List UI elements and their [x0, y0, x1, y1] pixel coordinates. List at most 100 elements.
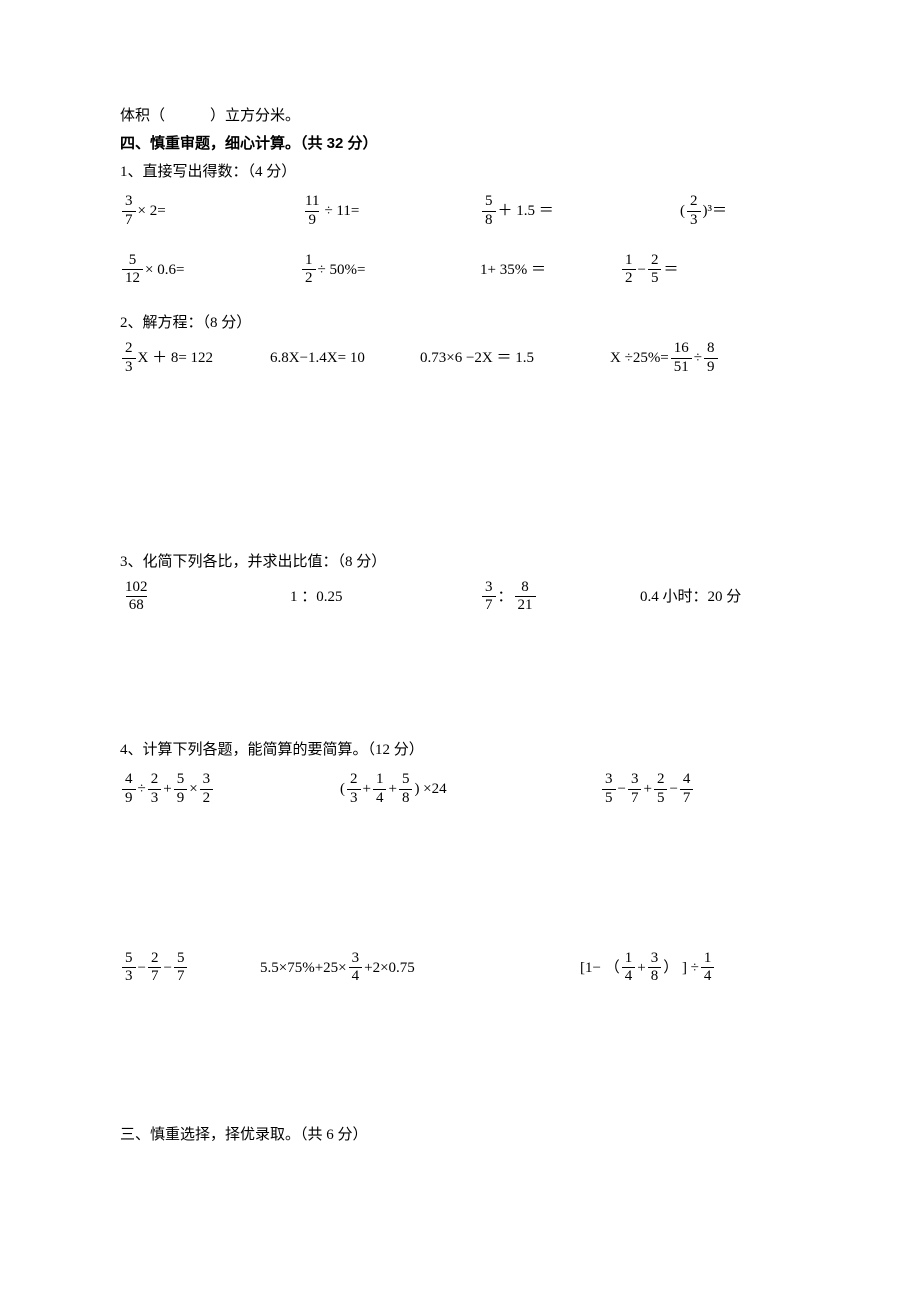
frac: 14 [622, 951, 636, 986]
text: [1− （ [580, 956, 620, 980]
q3-title: 3、化简下列各比，并求出比值：（8 分） [120, 550, 800, 574]
gap [120, 624, 800, 734]
mid: − [638, 258, 646, 282]
frac: 38 [648, 951, 662, 986]
q1-r1-c1: 37 × 2= [120, 194, 300, 229]
text: − [138, 956, 146, 980]
text: ( [340, 777, 345, 801]
frac: 512 [122, 253, 143, 288]
top-line: 体积（ ）立方分米。 [120, 104, 800, 128]
tail: × 2= [138, 199, 166, 223]
q1-r2-c2: 12 ÷ 50%= [300, 253, 480, 288]
frac: 12 [622, 253, 636, 288]
q1-r2-c3: 1+ 35% ＝ [480, 258, 620, 282]
lp: ( [680, 199, 685, 223]
mid: ÷ [694, 346, 702, 370]
frac: 821 [515, 580, 536, 615]
frac: 14 [701, 951, 715, 986]
frac: 12 [302, 253, 316, 288]
tail: × 0.6= [145, 258, 184, 282]
tail: ÷ 50%= [318, 258, 366, 282]
text: +2×0.75 [364, 956, 415, 980]
tail: ³＝ [708, 199, 728, 223]
q1-r1-c4: ( 23 ) ³＝ [680, 194, 800, 229]
q1-r1-c2: 119 ÷ 11= [300, 194, 480, 229]
q1-r2-c1: 512 × 0.6= [120, 253, 300, 288]
frac: 37 [628, 772, 642, 807]
frac: 34 [349, 951, 363, 986]
frac: 53 [122, 951, 136, 986]
q4-row2: 53 − 27 − 57 5.5×75%+25× 34 +2×0.75 [1− … [120, 951, 800, 986]
q4-r1-c3: 35 − 37 + 25 − 47 [600, 772, 800, 807]
text: ） ] ÷ [663, 956, 699, 980]
frac: 59 [174, 772, 188, 807]
q4-r2-c1: 53 − 27 − 57 [120, 951, 260, 986]
q1-row1: 37 × 2= 119 ÷ 11= 58 ＋ 1.5 ＝ ( 23 ) ³＝ [120, 194, 800, 229]
text: − [669, 777, 677, 801]
frac: 23 [148, 772, 162, 807]
frac: 89 [704, 341, 718, 376]
q1-row2: 512 × 0.6= 12 ÷ 50%= 1+ 35% ＝ 12 − 25 ＝ [120, 253, 800, 288]
tail: ÷ 11= [324, 199, 359, 223]
frac: 37 [122, 194, 136, 229]
frac: 23 [122, 341, 136, 376]
frac: 27 [148, 951, 162, 986]
text: 6.8X−1.4X= 10 [270, 346, 365, 370]
frac: 119 [302, 194, 322, 229]
frac: 49 [122, 772, 136, 807]
text: − [618, 777, 626, 801]
q2-c3: 0.73×6 −2X ＝ 1.5 [420, 346, 610, 370]
frac: 23 [347, 772, 361, 807]
q1-title: 1、直接写出得数：（4 分） [120, 160, 800, 184]
text: ÷ [138, 777, 146, 801]
text: × [189, 777, 197, 801]
q3-c1: 10268 [120, 580, 290, 615]
text: 5.5×75%+25× [260, 956, 347, 980]
q4-row1: 49 ÷ 23 + 59 × 32 ( 23+14 + 58 ) ×24 35 … [120, 772, 800, 807]
gap [120, 1009, 800, 1119]
frac: 58 [399, 772, 413, 807]
text: 1 ：0.25 [290, 585, 343, 609]
q4-r1-c1: 49 ÷ 23 + 59 × 32 [120, 772, 340, 807]
frac: 14 [373, 772, 387, 807]
section3-heading: 三、慎重选择，择优录取。（共 6 分） [120, 1123, 800, 1147]
q4-r2-c3: [1− （14 + 38） ] ÷ 14 [580, 951, 800, 986]
frac: 25 [654, 772, 668, 807]
text: 0.73×6 −2X ＝ 1.5 [420, 346, 534, 370]
text: − [163, 956, 171, 980]
q2-title: 2、解方程：（8 分） [120, 311, 800, 335]
frac: 25 [648, 253, 662, 288]
frac: 35 [602, 772, 616, 807]
text: + [643, 777, 651, 801]
frac: 57 [174, 951, 188, 986]
q3-c2: 1 ：0.25 [290, 585, 480, 609]
page: 体积（ ）立方分米。 四、慎重审题，细心计算。（共 32 分） 1、直接写出得数… [0, 0, 920, 1302]
top-after: ）立方分米。 [210, 108, 300, 124]
q2-c1: 23 X ＋ 8= 122 [120, 341, 270, 376]
q2-c2: 6.8X−1.4X= 10 [270, 346, 420, 370]
tail: ＋ 1.5 ＝ [498, 199, 554, 223]
frac: 1651 [671, 341, 692, 376]
q2-row: 23 X ＋ 8= 122 6.8X−1.4X= 10 0.73×6 −2X ＝… [120, 341, 800, 376]
q2-c4: X ÷25%= 1651 ÷ 89 [610, 341, 800, 376]
mid: ： [498, 585, 513, 609]
text: ) ×24 [414, 777, 446, 801]
q4-r1-c2: ( 23+14 + 58 ) ×24 [340, 772, 600, 807]
frac: 58 [482, 194, 496, 229]
q4-title: 4、计算下列各题，能简算的要简算。（12 分） [120, 738, 800, 762]
frac: 23 [687, 194, 701, 229]
frac: 47 [680, 772, 694, 807]
frac: 32 [200, 772, 214, 807]
top-blank [165, 108, 210, 124]
q3-c4: 0.4 小时：20 分 [640, 585, 800, 609]
text: 1+ 35% ＝ [480, 258, 546, 282]
text: 0.4 小时：20 分 [640, 585, 741, 609]
q4-r2-c2: 5.5×75%+25× 34 +2×0.75 [260, 951, 580, 986]
gap [120, 386, 800, 546]
tail: ＝ [663, 258, 678, 282]
section4-heading: 四、慎重审题，细心计算。（共 32 分） [120, 132, 800, 156]
text: + [363, 777, 371, 801]
q1-r1-c3: 58 ＋ 1.5 ＝ [480, 194, 680, 229]
q3-row: 10268 1 ：0.25 37 ： 821 0.4 小时：20 分 [120, 580, 800, 615]
frac: 37 [482, 580, 496, 615]
